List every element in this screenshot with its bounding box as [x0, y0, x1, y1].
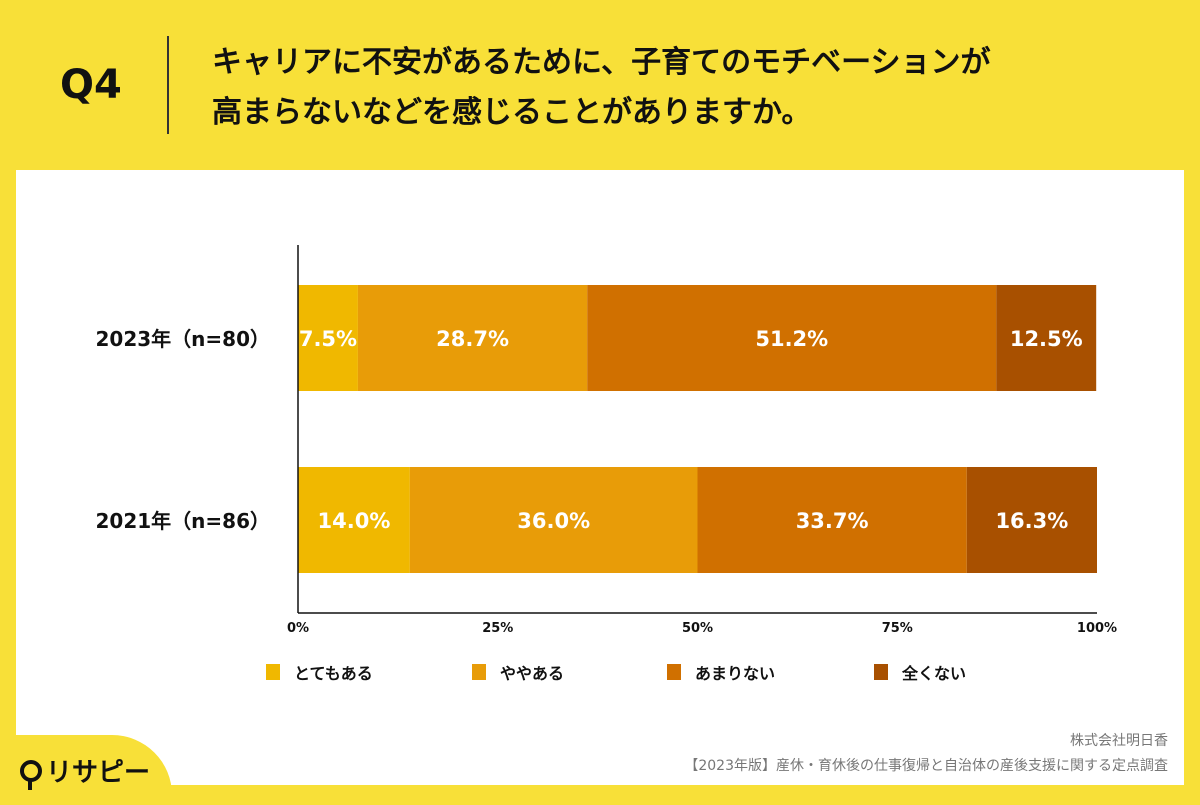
category-label: 2021年（n=86）: [96, 509, 271, 533]
bar-segment: [697, 467, 967, 573]
data-label: 7.5%: [299, 327, 357, 351]
data-label: 14.0%: [318, 509, 391, 533]
bar-segment: [587, 285, 997, 391]
title-line: キャリアに不安があるために、子育てのモチベーションが: [212, 45, 991, 80]
data-label: 36.0%: [517, 509, 590, 533]
category-label: 2023年（n=80）: [96, 327, 271, 351]
data-label: 12.5%: [1010, 327, 1083, 351]
legend-label: あまりない: [695, 664, 775, 683]
data-label: 33.7%: [796, 509, 869, 533]
page-title: キャリアに不安があるために、子育てのモチベーションが 高まらないなどを感じることが…: [212, 38, 1172, 138]
x-tick-label: 25%: [482, 621, 513, 636]
divider: [167, 36, 169, 134]
legend-label: 全くない: [901, 664, 966, 683]
x-tick-label: 50%: [682, 621, 713, 636]
question-number: Q4: [60, 62, 122, 108]
legend-swatch: [874, 664, 888, 680]
bar-segment: [357, 285, 588, 391]
legend-label: ややある: [500, 664, 564, 683]
legend-swatch: [472, 664, 486, 680]
bar-segment: [298, 467, 410, 573]
bar-segment: [996, 285, 1097, 391]
survey-credit: 【2023年版】産休・育休後の仕事復帰と自治体の産後支援に関する定点調査: [684, 758, 1168, 774]
bar-segment: [298, 285, 358, 391]
data-label: 16.3%: [995, 509, 1068, 533]
legend-label: とてもある: [294, 664, 373, 683]
x-tick-label: 100%: [1077, 621, 1117, 636]
legend-swatch: [266, 664, 280, 680]
legend-swatch: [667, 664, 681, 680]
bar-segment: [966, 467, 1097, 573]
data-label: 51.2%: [755, 327, 828, 351]
pin-icon: [20, 759, 42, 790]
x-tick-label: 75%: [882, 621, 913, 636]
data-label: 28.7%: [436, 327, 509, 351]
bar-segment: [409, 467, 698, 573]
logo-text: リサピー: [46, 758, 151, 788]
company-credit: 株式会社明日香: [1070, 733, 1168, 749]
x-tick-label: 0%: [287, 621, 309, 636]
logo: リサピー: [20, 752, 151, 790]
title-line: 高まらないなどを感じることがありますか。: [212, 95, 812, 130]
